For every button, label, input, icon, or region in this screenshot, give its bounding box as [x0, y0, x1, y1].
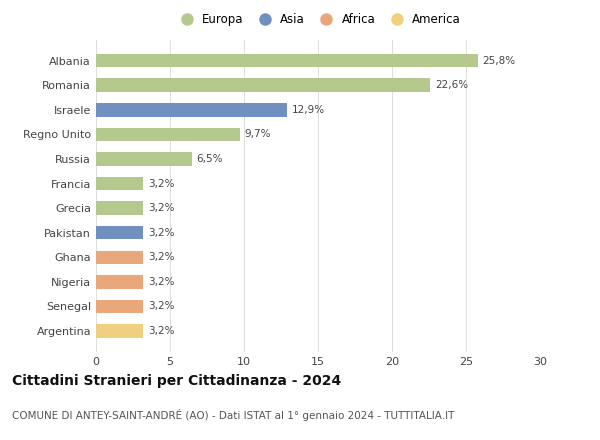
Bar — [96, 78, 430, 92]
Text: 6,5%: 6,5% — [197, 154, 223, 164]
Bar — [96, 226, 143, 239]
Text: COMUNE DI ANTEY-SAINT-ANDRÉ (AO) - Dati ISTAT al 1° gennaio 2024 - TUTTITALIA.IT: COMUNE DI ANTEY-SAINT-ANDRÉ (AO) - Dati … — [12, 409, 454, 421]
Bar — [96, 54, 478, 67]
Text: Cittadini Stranieri per Cittadinanza - 2024: Cittadini Stranieri per Cittadinanza - 2… — [12, 374, 341, 388]
Bar — [96, 128, 239, 141]
Text: 3,2%: 3,2% — [148, 179, 175, 188]
Text: 25,8%: 25,8% — [482, 55, 515, 66]
Bar — [96, 300, 143, 313]
Bar — [96, 250, 143, 264]
Bar — [96, 103, 287, 117]
Bar — [96, 152, 192, 166]
Bar — [96, 324, 143, 338]
Text: 3,2%: 3,2% — [148, 277, 175, 287]
Text: 22,6%: 22,6% — [435, 80, 468, 90]
Bar — [96, 202, 143, 215]
Text: 3,2%: 3,2% — [148, 301, 175, 312]
Text: 3,2%: 3,2% — [148, 252, 175, 262]
Bar — [96, 177, 143, 190]
Text: 12,9%: 12,9% — [292, 105, 325, 115]
Text: 3,2%: 3,2% — [148, 203, 175, 213]
Text: 3,2%: 3,2% — [148, 326, 175, 336]
Bar — [96, 275, 143, 289]
Text: 3,2%: 3,2% — [148, 227, 175, 238]
Text: 9,7%: 9,7% — [244, 129, 271, 139]
Legend: Europa, Asia, Africa, America: Europa, Asia, Africa, America — [170, 8, 466, 30]
